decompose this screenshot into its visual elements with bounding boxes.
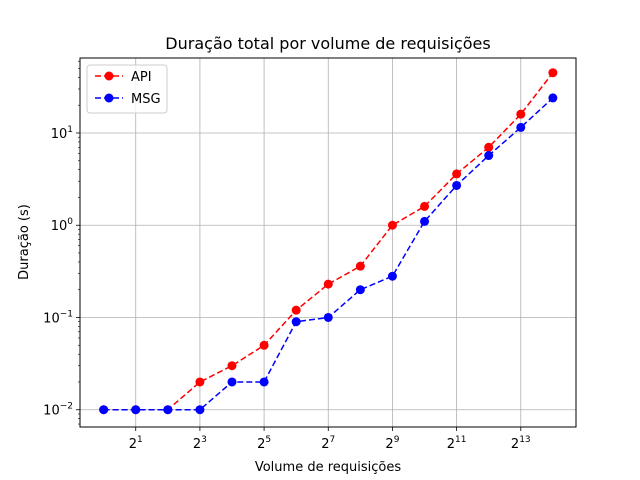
data-point <box>420 201 430 211</box>
data-point <box>387 220 397 230</box>
x-tick-label: 213 <box>511 435 531 452</box>
data-point <box>323 279 333 289</box>
axis-ticks: 21 23 25 27 29 211 213 10−2 10−1 100 101 <box>43 60 531 452</box>
data-point <box>484 142 494 152</box>
data-point <box>259 377 269 387</box>
y-tick-label: 10−2 <box>43 402 73 419</box>
data-point <box>452 180 462 190</box>
data-point <box>355 261 365 271</box>
legend: API MSG <box>86 64 168 114</box>
series-line <box>103 72 554 411</box>
data-point <box>484 151 494 161</box>
x-tick-label: 25 <box>257 435 271 452</box>
data-point <box>516 109 526 119</box>
legend-label: MSG <box>131 92 161 107</box>
data-point <box>291 305 301 315</box>
data-point <box>227 361 237 371</box>
y-tick-label: 101 <box>51 125 73 142</box>
data-point <box>323 312 333 322</box>
y-axis-label: Duração (s) <box>17 204 32 280</box>
legend-item: MSG <box>95 92 161 107</box>
x-tick-label: 29 <box>385 435 399 452</box>
data-point <box>452 169 462 179</box>
data-point <box>548 68 558 78</box>
y-tick-label: 10−1 <box>43 309 73 326</box>
data-point <box>355 285 365 295</box>
data-point <box>387 271 397 281</box>
x-tick-label: 211 <box>447 435 467 452</box>
x-tick-label: 21 <box>129 435 143 452</box>
x-axis-label: Volume de requisições <box>255 460 402 475</box>
data-point <box>195 405 205 415</box>
chart-title: Duração total por volume de requisições <box>165 34 490 53</box>
series-layer <box>99 68 558 415</box>
legend-label: API <box>131 70 152 85</box>
x-tick-label: 23 <box>193 435 207 452</box>
data-point <box>291 317 301 327</box>
data-point <box>259 340 269 350</box>
data-point <box>227 377 237 387</box>
y-tick-label: 100 <box>51 217 74 234</box>
legend-marker <box>104 93 114 103</box>
data-point <box>163 405 173 415</box>
x-tick-label: 27 <box>321 435 335 452</box>
data-point <box>195 377 205 387</box>
data-point <box>99 405 109 415</box>
data-point <box>420 216 430 226</box>
data-point <box>516 122 526 132</box>
data-point <box>131 405 141 415</box>
legend-item: API <box>95 70 152 85</box>
data-point <box>548 93 558 103</box>
series-msg <box>99 93 558 415</box>
legend-marker <box>104 71 114 81</box>
plot-area <box>79 57 577 428</box>
